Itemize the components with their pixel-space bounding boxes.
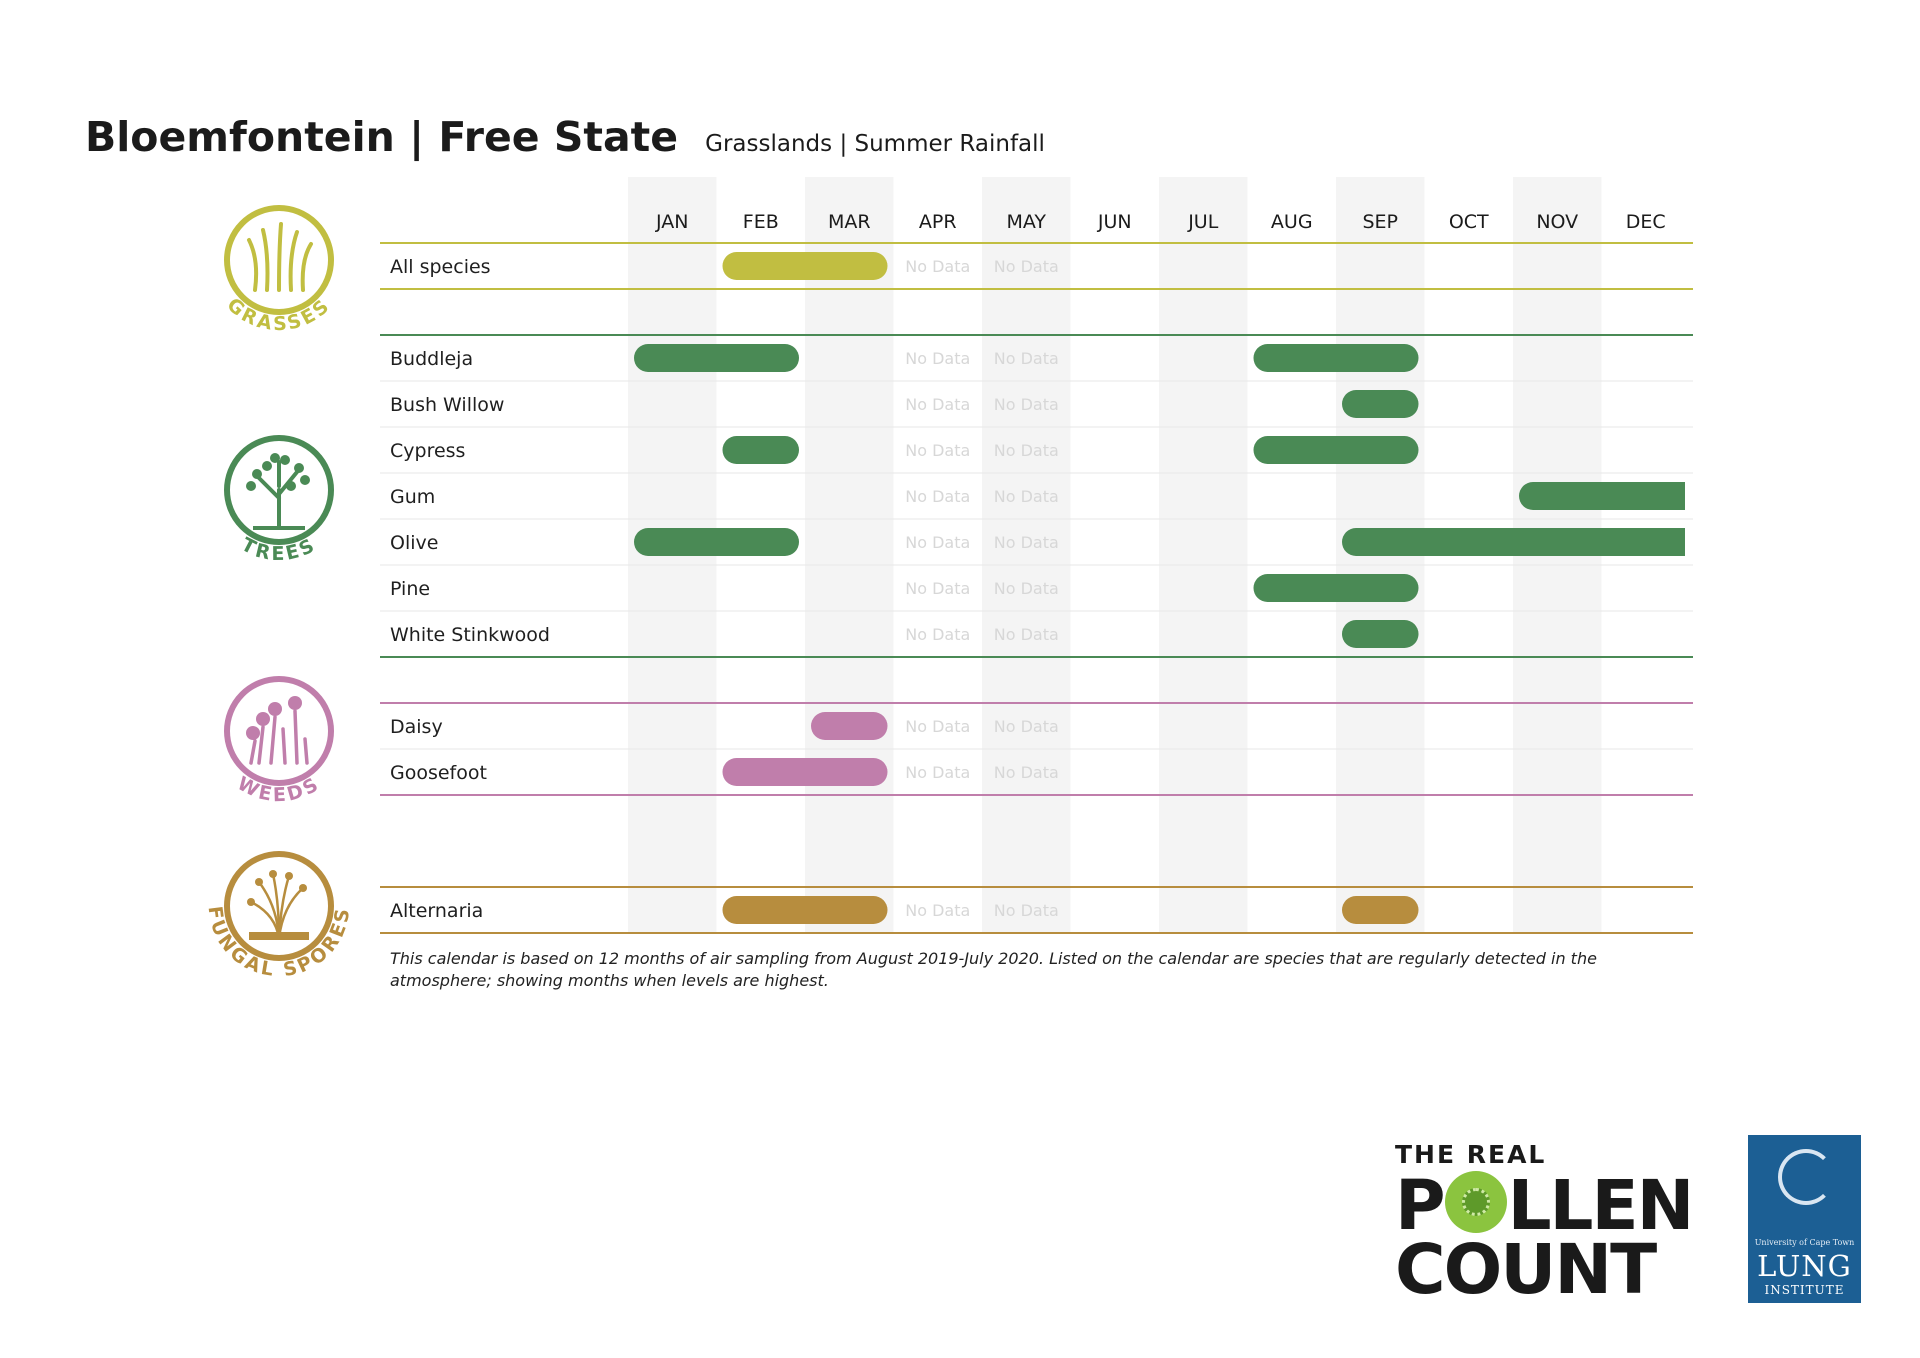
weeds-icon xyxy=(224,676,334,786)
species-label-all-species: All species xyxy=(390,256,491,278)
no-data-label: No Data xyxy=(905,533,970,552)
no-data-label: No Data xyxy=(905,579,970,598)
month-label-oct: OCT xyxy=(1449,211,1489,233)
bar-edge-olive xyxy=(1669,528,1685,556)
bar-alternaria-feb-mar xyxy=(722,896,888,924)
group-label-grasses: GRASSES xyxy=(223,294,336,335)
no-data-label: No Data xyxy=(994,487,1059,506)
no-data-label: No Data xyxy=(905,901,970,920)
page-title: Bloemfontein | Free State xyxy=(85,113,679,161)
month-label-sep: SEP xyxy=(1362,211,1398,233)
group-label-weeds: WEEDS xyxy=(234,772,325,806)
no-data-label: No Data xyxy=(994,441,1059,460)
no-data-label: No Data xyxy=(905,625,970,644)
page-subtitle: Grasslands | Summer Rainfall xyxy=(705,131,1045,157)
bar-daisy-mar-mar xyxy=(811,712,888,740)
month-label-feb: FEB xyxy=(743,211,779,233)
bar-olive-sep-dec xyxy=(1342,528,1685,556)
no-data-label: No Data xyxy=(994,533,1059,552)
species-label-pine: Pine xyxy=(390,578,430,600)
grasses-icon xyxy=(224,205,334,315)
bar-white-stinkwood-sep-sep xyxy=(1342,620,1419,648)
group-label-trees: TREES xyxy=(238,534,321,566)
species-label-white-stinkwood: White Stinkwood xyxy=(390,624,550,646)
logo-institute-text: INSTITUTE xyxy=(1764,1283,1845,1297)
logo-letters-llen: LLEN xyxy=(1507,1166,1695,1246)
species-label-goosefoot: Goosefoot xyxy=(390,762,487,784)
bar-edge-gum xyxy=(1669,482,1685,510)
no-data-label: No Data xyxy=(905,395,970,414)
bar-all-species-feb-mar xyxy=(722,252,888,280)
species-label-bush-willow: Bush Willow xyxy=(390,394,504,416)
no-data-label: No Data xyxy=(994,625,1059,644)
no-data-label: No Data xyxy=(905,717,970,736)
month-label-dec: DEC xyxy=(1626,211,1666,233)
weeds-glyph-icon xyxy=(246,696,309,765)
bar-buddleja-jan-feb xyxy=(634,344,799,372)
no-data-label: No Data xyxy=(994,901,1059,920)
no-data-label: No Data xyxy=(994,579,1059,598)
species-label-gum: Gum xyxy=(390,486,435,508)
bar-goosefoot-feb-mar xyxy=(722,758,888,786)
bar-cypress-aug-sep xyxy=(1253,436,1419,464)
species-label-alternaria: Alternaria xyxy=(390,900,483,922)
bar-buddleja-aug-sep xyxy=(1253,344,1419,372)
uct-lung-institute-logo: University of Cape Town LUNG INSTITUTE xyxy=(1748,1135,1861,1303)
month-label-may: MAY xyxy=(1006,211,1046,233)
fungal-spores-icon xyxy=(224,851,334,961)
logo-lung-text: LUNG xyxy=(1757,1249,1852,1283)
species-label-daisy: Daisy xyxy=(390,716,443,738)
real-pollen-count-logo: THE REAL P LLEN COUNT xyxy=(1395,1138,1725,1310)
bar-gum-nov-dec xyxy=(1519,482,1685,510)
title-block: Bloemfontein | Free State Grasslands | S… xyxy=(85,113,1045,161)
no-data-label: No Data xyxy=(905,763,970,782)
month-label-aug: AUG xyxy=(1271,211,1313,233)
bar-alternaria-sep-sep xyxy=(1342,896,1419,924)
no-data-label: No Data xyxy=(905,441,970,460)
trees-icon xyxy=(224,435,334,545)
no-data-label: No Data xyxy=(994,717,1059,736)
logo-line-pollen: P LLEN xyxy=(1395,1166,1695,1246)
no-data-label: No Data xyxy=(994,349,1059,368)
footnote: This calendar is based on 12 months of a… xyxy=(390,949,1597,990)
bar-olive-jan-feb xyxy=(634,528,799,556)
no-data-label: No Data xyxy=(905,349,970,368)
species-label-cypress: Cypress xyxy=(390,440,465,462)
month-stripe-may xyxy=(982,177,1071,933)
no-data-label: No Data xyxy=(905,487,970,506)
no-data-label: No Data xyxy=(994,257,1059,276)
logo-line-the-real: THE REAL xyxy=(1395,1140,1547,1169)
month-label-nov: NOV xyxy=(1536,211,1578,233)
lung-crescent-icon xyxy=(1778,1149,1834,1205)
no-data-label: No Data xyxy=(905,257,970,276)
species-label-buddleja: Buddleja xyxy=(390,348,473,370)
fungal-spores-glyph-icon xyxy=(247,870,309,940)
logo-letter-p: P xyxy=(1395,1166,1446,1246)
bar-pine-aug-sep xyxy=(1253,574,1419,602)
no-data-label: No Data xyxy=(994,395,1059,414)
no-data-label: No Data xyxy=(994,763,1059,782)
bar-cypress-feb-feb xyxy=(722,436,799,464)
trees-glyph-icon xyxy=(246,453,310,530)
pollen-grain-icon xyxy=(1444,1171,1507,1233)
month-label-jul: JUL xyxy=(1187,211,1219,233)
logo-uct-text: University of Cape Town xyxy=(1754,1238,1855,1247)
month-label-mar: MAR xyxy=(828,211,871,233)
month-stripe-jul xyxy=(1159,177,1248,933)
logo-line-count: COUNT xyxy=(1395,1230,1657,1310)
month-stripe-mar xyxy=(805,177,894,933)
bar-bush-willow-sep-sep xyxy=(1342,390,1419,418)
species-label-olive: Olive xyxy=(390,532,438,554)
month-label-jun: JUN xyxy=(1097,211,1132,233)
grasses-glyph-icon xyxy=(247,222,313,292)
month-label-apr: APR xyxy=(919,211,957,233)
month-label-jan: JAN xyxy=(655,211,688,233)
